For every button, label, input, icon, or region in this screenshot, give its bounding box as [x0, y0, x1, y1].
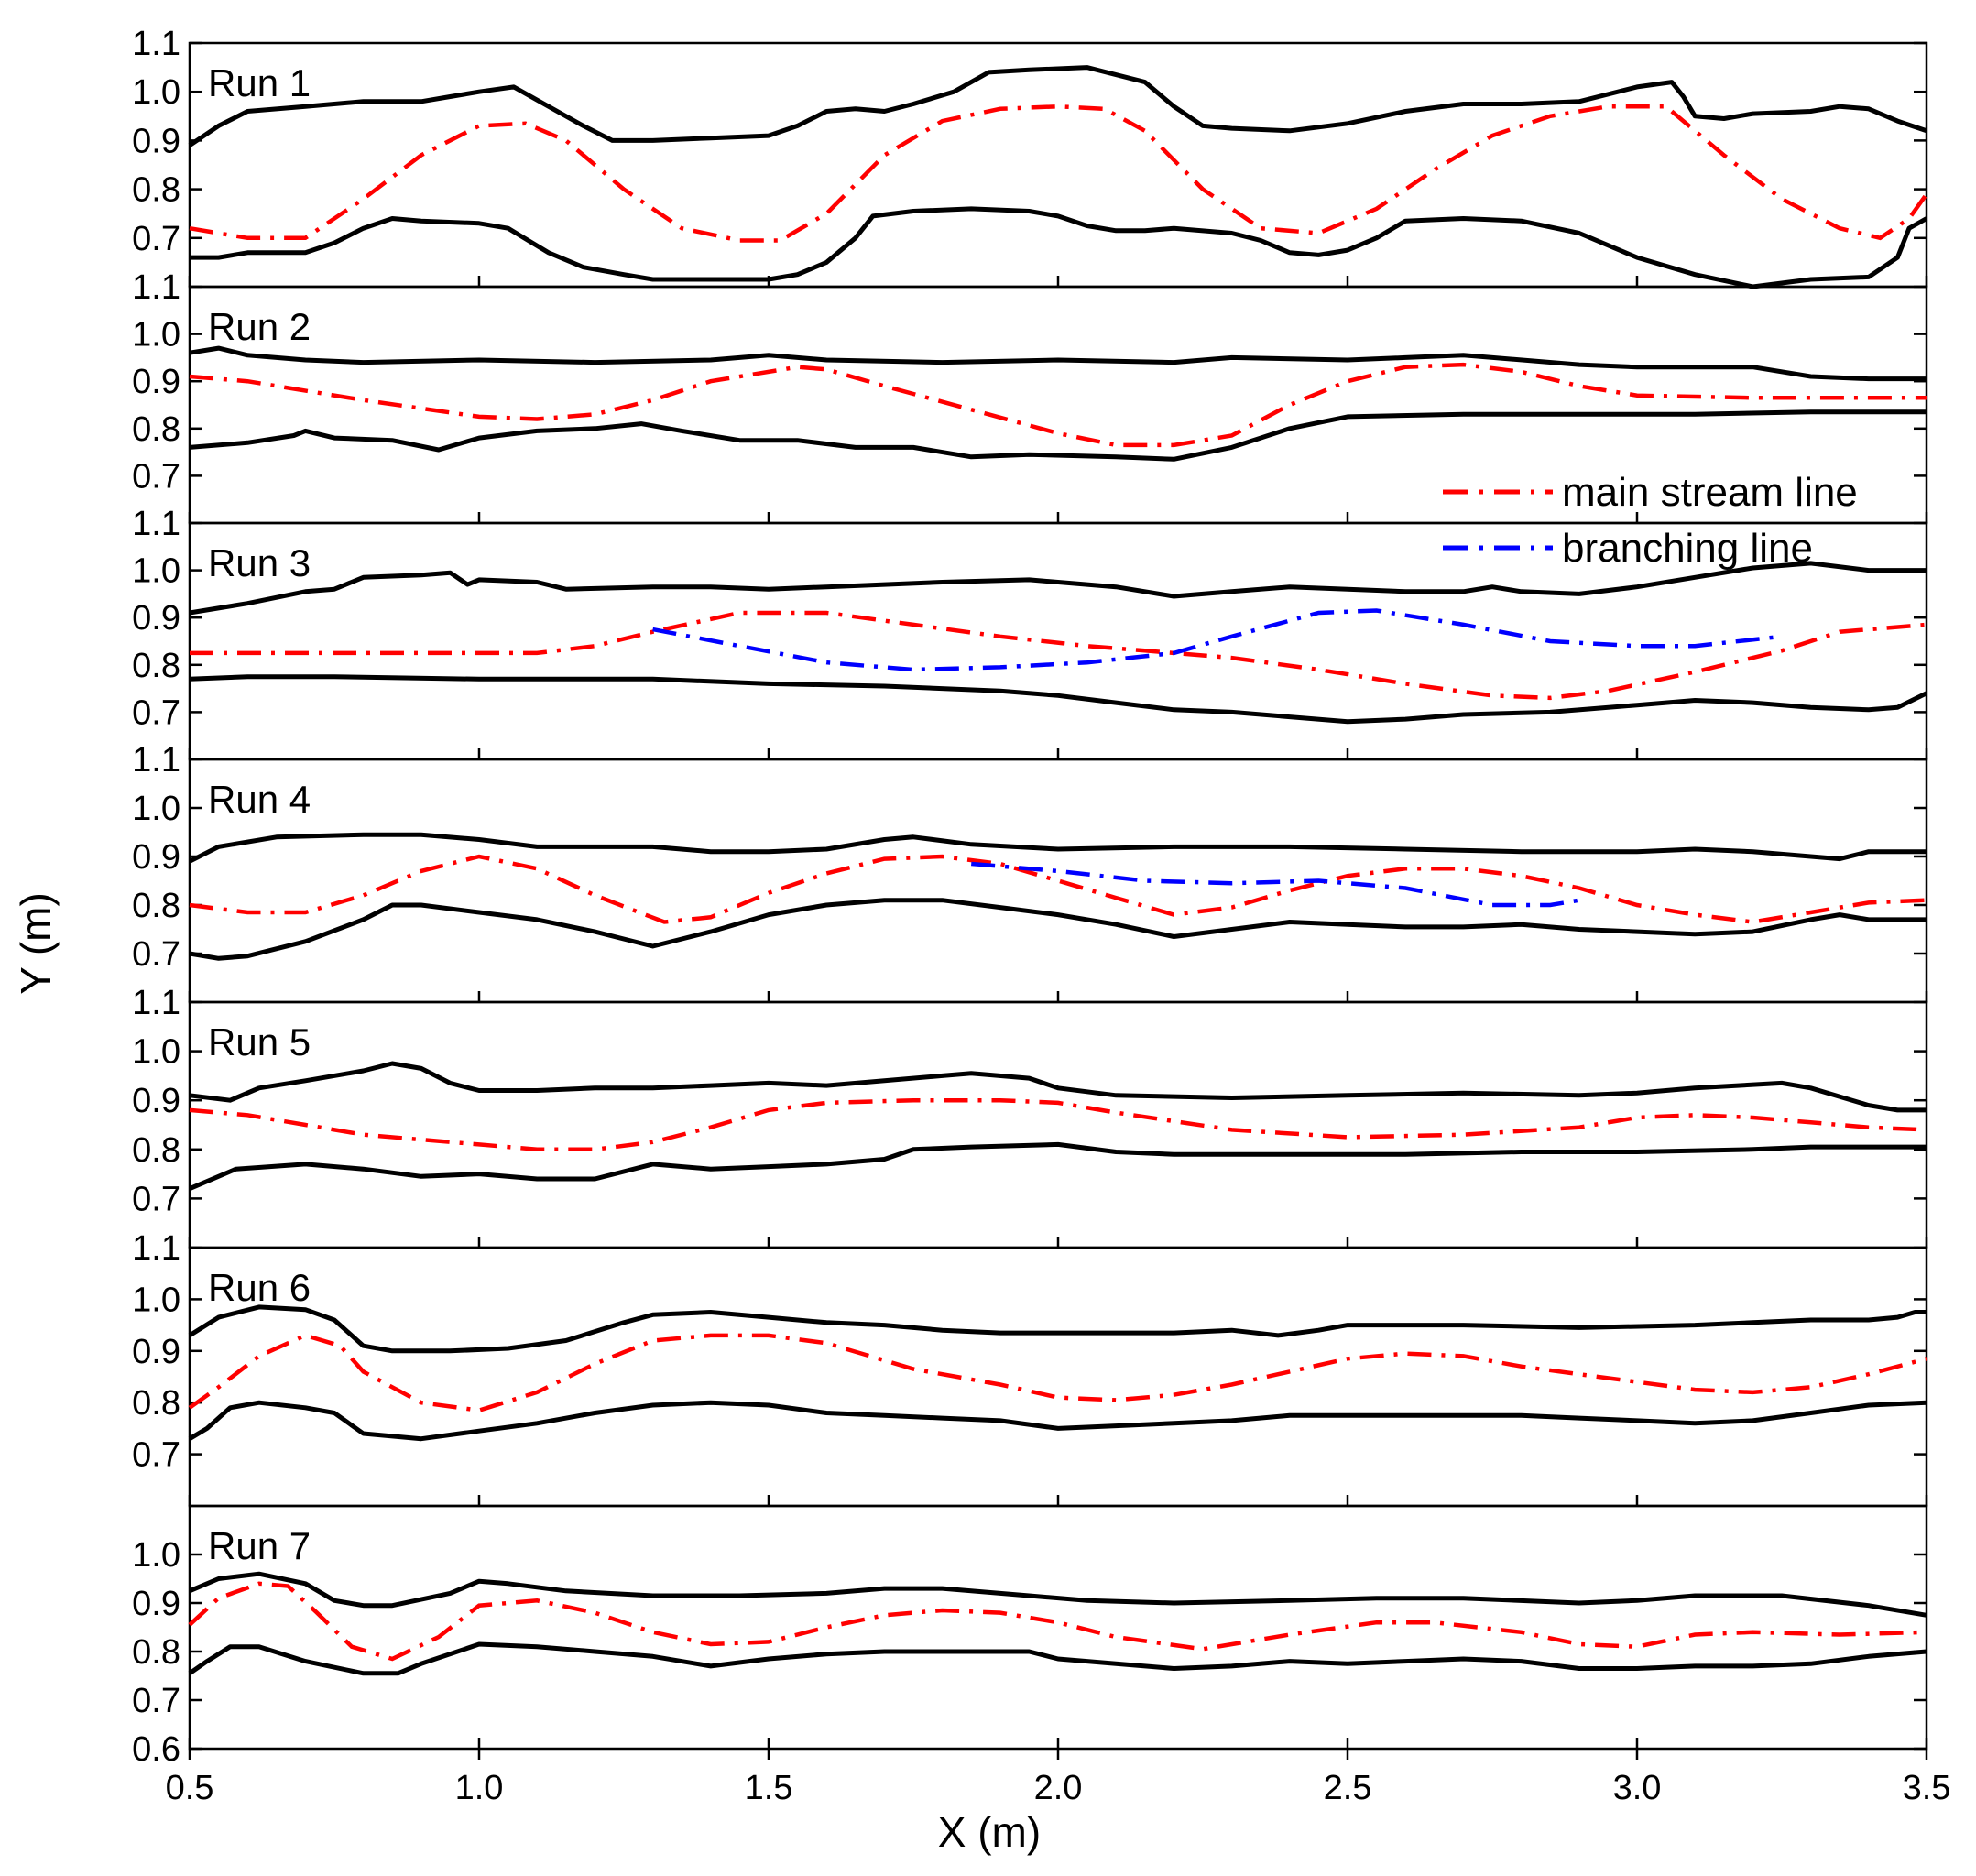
panel-run-6: 1.1 1.0 0.9 0.8 0.7 Run 6	[132, 1229, 1928, 1508]
y-tick-label: 0.8	[132, 647, 180, 685]
y-tick-label: 0.9	[132, 363, 180, 401]
panels: 1.1 1.0 0.9 0.8 0.7 Run 1 1.1 1.0 0.9 0.8 0.7 Run 2…	[132, 25, 1928, 1769]
y-tick-label: 0.8	[132, 887, 180, 925]
y-tick-label: 0.9	[132, 1082, 180, 1120]
main-stream-line	[190, 610, 1927, 701]
upper-bank-line	[189, 561, 1927, 616]
lower-bank-line	[189, 409, 1927, 462]
upper-bank-line	[188, 832, 1927, 864]
y-tick-label: 1.1	[132, 268, 180, 307]
x-tick-label: 1.0	[455, 1769, 504, 1807]
y-tick-label: 0.9	[132, 1585, 180, 1623]
branching-line	[652, 608, 1783, 672]
x-tick-label: 1.5	[745, 1769, 793, 1807]
run-label: Run 6	[208, 1266, 311, 1309]
x-tick-label: 2.5	[1324, 1769, 1372, 1807]
y-tick-label: 0.7	[132, 220, 180, 258]
y-tick-label: 1.0	[132, 1536, 180, 1575]
panel-frame	[188, 1246, 1928, 1508]
panel-run-3: 1.1 1.0 0.9 0.8 0.7 Run 3	[132, 505, 1928, 761]
main-stream-line	[189, 104, 1928, 243]
main-stream-line	[188, 1581, 1927, 1662]
x-tick-label: 0.5	[166, 1769, 214, 1807]
run-label: Run 7	[208, 1524, 311, 1567]
panel-run-4: 1.1 1.0 0.9 0.8 0.7 Run 4	[132, 741, 1928, 1004]
y-tick-label: 0.7	[132, 1682, 180, 1720]
y-tick-label: 0.8	[132, 171, 180, 210]
y-tick-label: 1.0	[132, 1033, 180, 1072]
x-tick-label: 3.5	[1903, 1769, 1951, 1807]
legend-main-stream-label: main stream line	[1562, 470, 1858, 515]
y-tick-label: 0.8	[132, 1131, 180, 1170]
main-stream-line	[189, 362, 1927, 448]
panel-run-7: 1.0 0.9 0.8 0.7 0.6 Run 7	[132, 1504, 1928, 1769]
y-tick-label: 1.0	[132, 316, 180, 354]
main-stream-line	[189, 1097, 1927, 1152]
legend: main stream line branching line	[1443, 470, 1858, 571]
upper-bank-line	[189, 1571, 1927, 1618]
y-tick-label: 0.7	[132, 457, 180, 496]
y-tick-label: 1.1	[132, 1229, 180, 1268]
y-tick-label: 1.0	[132, 1281, 180, 1319]
lower-bank-line	[189, 898, 1927, 961]
y-tick-label: 0.8	[132, 1633, 180, 1672]
upper-bank-line	[188, 65, 1927, 147]
panel-run-1: 1.1 1.0 0.9 0.8 0.7 Run 1	[132, 25, 1928, 289]
lower-bank-line	[189, 1141, 1927, 1192]
run-label: Run 3	[208, 541, 311, 584]
y-tick-label: 0.7	[132, 693, 180, 732]
main-stream-line	[188, 1333, 1927, 1412]
y-tick-label: 1.0	[132, 552, 180, 591]
x-tick-label: 2.0	[1034, 1769, 1083, 1807]
lower-bank-line	[188, 1642, 1927, 1676]
upper-bank-line	[188, 1304, 1927, 1354]
y-tick-label: 0.9	[132, 599, 180, 638]
lower-bank-line	[190, 206, 1928, 289]
y-tick-label: 0.9	[132, 1333, 180, 1371]
branching-line	[971, 861, 1580, 908]
y-tick-label: 1.1	[132, 984, 180, 1022]
y-tick-label: 1.1	[132, 25, 180, 63]
x-axis: 0.5 1.0 1.5 2.0 2.5 3.0 3.5	[166, 1749, 1951, 1807]
lower-bank-line	[188, 1400, 1927, 1442]
run-label: Run 2	[208, 305, 311, 348]
panel-frame	[188, 1000, 1928, 1249]
panel-frame	[188, 758, 1928, 1004]
y-tick-label: 1.0	[132, 790, 180, 828]
y-tick-label: 0.9	[132, 838, 180, 877]
y-tick-label: 0.8	[132, 410, 180, 449]
lower-bank-line	[189, 674, 1928, 725]
panel-frame	[188, 41, 1928, 289]
y-tick-label: 0.7	[132, 935, 180, 974]
y-tick-label: 1.1	[132, 741, 180, 780]
y-axis-title: Y (m)	[12, 892, 60, 995]
y-tick-label: 1.0	[132, 73, 180, 112]
legend-branching-label: branching line	[1562, 526, 1813, 571]
run-label: Run 4	[208, 778, 311, 821]
panel-run-2: 1.1 1.0 0.9 0.8 0.7 Run 2	[132, 268, 1928, 525]
y-tick-label: 1.1	[132, 505, 180, 543]
main-stream-line	[189, 854, 1927, 924]
run-label: Run 1	[208, 61, 311, 104]
x-tick-label: 3.0	[1613, 1769, 1662, 1807]
run-label: Run 5	[208, 1020, 311, 1063]
panel-run-5: 1.1 1.0 0.9 0.8 0.7 Run 5	[132, 984, 1928, 1249]
x-axis-title: X (m)	[938, 1808, 1041, 1856]
y-tick-label: 0.7	[132, 1180, 180, 1218]
upper-bank-line	[189, 345, 1927, 382]
y-tick-label: 0.7	[132, 1436, 180, 1475]
y-tick-label: 0.9	[132, 122, 180, 160]
y-tick-label: 0.8	[132, 1384, 180, 1423]
y-tick-label: 0.6	[132, 1730, 180, 1769]
upper-bank-line	[189, 1061, 1927, 1113]
